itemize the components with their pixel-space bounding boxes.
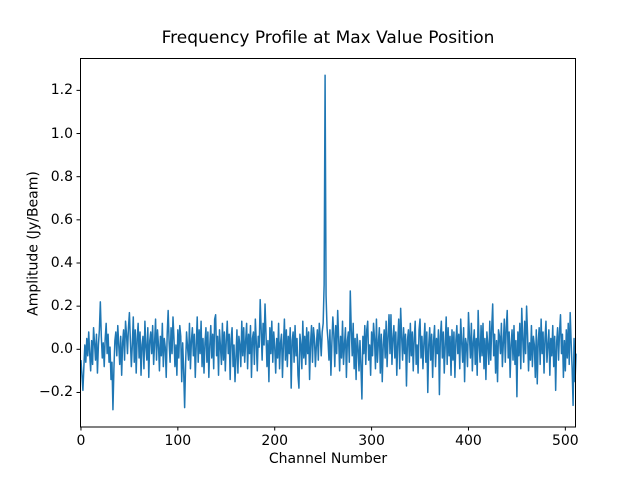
x-tick-label: 300 xyxy=(358,433,385,449)
x-tick-label: 400 xyxy=(455,433,482,449)
x-tick-label: 0 xyxy=(76,433,86,449)
y-tick-label: 0.8 xyxy=(50,168,73,185)
x-axis-label: Channel Number xyxy=(268,451,388,467)
chart-title: Frequency Profile at Max Value Position xyxy=(161,28,495,48)
axes-frame xyxy=(80,58,576,428)
y-axis-label: Amplitude (Jy/Beam) xyxy=(25,171,42,316)
y-tick-label: 0.4 xyxy=(50,255,73,271)
y-tick-label: 0.2 xyxy=(50,298,73,315)
x-tick-label: 200 xyxy=(261,433,289,449)
y-tick-label: 1.2 xyxy=(50,82,73,99)
y-tick-label: −0.2 xyxy=(39,384,73,401)
y-tick-label: 1.0 xyxy=(50,125,73,142)
y-tick-label: 0.6 xyxy=(50,211,73,228)
y-tick-label: 0.0 xyxy=(50,341,73,358)
x-tick-label: 100 xyxy=(164,433,192,449)
tick-marks xyxy=(76,89,566,431)
data-line xyxy=(80,74,577,411)
x-tick-label: 500 xyxy=(551,433,579,449)
